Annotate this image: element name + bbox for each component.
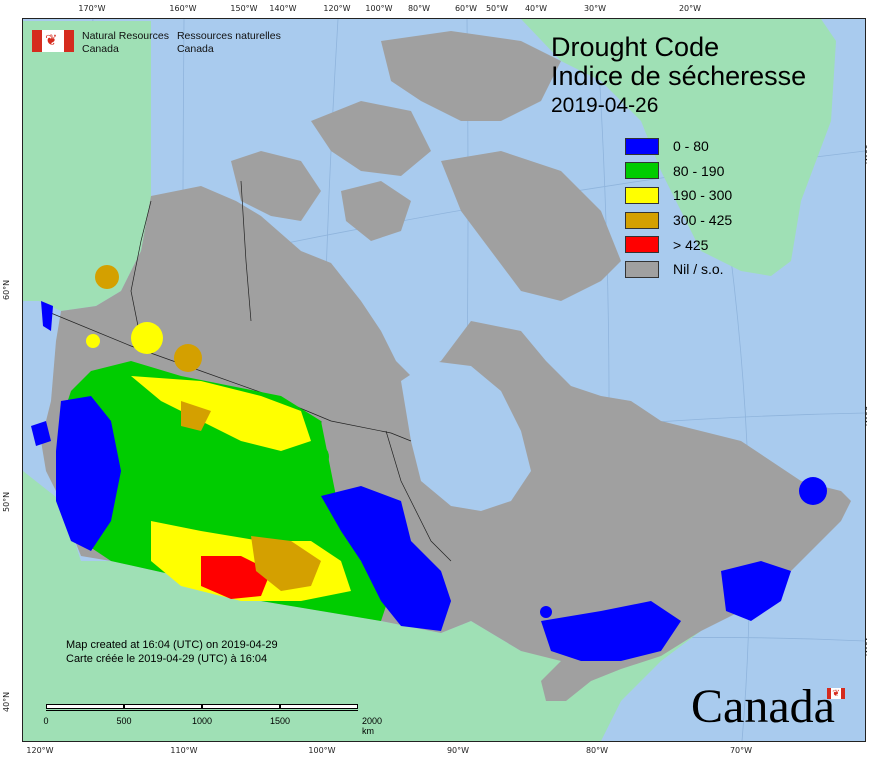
top-tick: 40°W <box>524 4 548 13</box>
bottom-tick: 80°W <box>585 746 609 755</box>
top-tick: 100°W <box>365 4 393 13</box>
top-tick: 30°W <box>583 4 607 13</box>
scale-segment <box>46 704 124 709</box>
legend-label: 190 - 300 <box>673 187 733 204</box>
legend-label: 80 - 190 <box>673 162 725 179</box>
scale-label: 500 <box>116 716 132 726</box>
legend-item: > 425 <box>625 232 732 257</box>
map-canvas <box>23 19 865 741</box>
top-tick: 50°W <box>485 4 509 13</box>
top-tick: 160°W <box>169 4 197 13</box>
canada-wordmark: Canada ❦ <box>691 680 845 733</box>
scale-segment <box>202 704 280 709</box>
legend-label: 300 - 425 <box>673 212 733 229</box>
agency-fr-line2: Canada <box>176 43 214 55</box>
scale-label: 1000 <box>191 716 213 726</box>
legend-swatch <box>625 211 659 229</box>
legend-swatch <box>625 236 659 254</box>
legend: 0 - 80 80 - 190 190 - 300 300 - 425 > 42… <box>625 134 732 282</box>
top-tick: 150°W <box>230 4 258 13</box>
baffin-island <box>441 151 621 301</box>
zone-190-300 <box>86 334 100 348</box>
top-tick: 60°W <box>454 4 478 13</box>
zone-0-80 <box>721 561 791 621</box>
title-fr: Indice de sécheresse <box>551 61 807 91</box>
legend-swatch <box>625 137 659 155</box>
zone-0-80 <box>56 396 121 551</box>
zone-300-425 <box>251 536 321 591</box>
bottom-tick: 90°W <box>446 746 470 755</box>
arctic-island <box>381 31 561 121</box>
alaska-land <box>23 21 151 311</box>
legend-item: 0 - 80 <box>625 134 732 159</box>
drought-code-map <box>22 18 866 742</box>
top-tick: 20°W <box>678 4 702 13</box>
agency-en-line2: Canada <box>82 43 119 55</box>
legend-item: Nil / s.o. <box>625 257 732 282</box>
top-tick: 120°W <box>323 4 351 13</box>
scale-segment <box>280 704 358 709</box>
scale-line <box>46 710 358 711</box>
top-tick: 140°W <box>269 4 297 13</box>
credit-fr: Carte créée le 2019-04-29 (UTC) à 16:04 <box>66 653 268 665</box>
zone-0-80 <box>321 486 451 631</box>
credit-en: Map created at 16:04 (UTC) on 2019-04-29 <box>66 639 278 651</box>
scale-label: 2000 km <box>361 716 383 736</box>
left-tick: 40°N <box>2 691 11 712</box>
legend-swatch <box>625 186 659 204</box>
arctic-island <box>341 181 411 241</box>
agency-fr-line1: Ressources naturelles <box>176 30 281 42</box>
zone-0-80 <box>41 301 53 331</box>
legend-label: Nil / s.o. <box>673 261 724 278</box>
legend-item: 190 - 300 <box>625 183 732 208</box>
zone-0-80 <box>799 477 827 505</box>
greenland-land <box>521 19 836 276</box>
legend-label: > 425 <box>673 236 709 253</box>
agency-en-line1: Natural Resources <box>82 30 169 42</box>
drought-zones <box>31 265 827 661</box>
legend-swatch <box>625 260 659 278</box>
bottom-tick: 110°W <box>170 746 198 755</box>
zone-80-190 <box>301 443 329 471</box>
legend-item: 80 - 190 <box>625 159 732 184</box>
zone-300-425 <box>174 344 202 372</box>
canada-flag-icon <box>32 30 74 52</box>
zone-0-80 <box>541 601 681 661</box>
zone-190-300 <box>131 376 311 451</box>
zone-190-300 <box>131 322 163 354</box>
agency-signature: Natural Resources Canada Ressources natu… <box>32 30 281 56</box>
title-block: Drought Code Indice de sécheresse 2019-0… <box>551 33 806 119</box>
left-tick: 50°N <box>2 491 11 512</box>
bottom-tick: 100°W <box>308 746 336 755</box>
top-tick: 170°W <box>78 4 106 13</box>
map-date: 2019-04-26 <box>551 94 659 117</box>
agency-name-fr: Ressources naturelles Canada <box>177 30 281 56</box>
legend-label: 0 - 80 <box>673 138 709 155</box>
zone-300-425 <box>95 265 119 289</box>
top-tick: 80°W <box>407 4 431 13</box>
left-tick: 60°N <box>2 279 11 300</box>
zone-300-425 <box>181 401 211 431</box>
scale-label: 1500 <box>269 716 291 726</box>
legend-swatch <box>625 162 659 180</box>
scale-segment <box>124 704 202 709</box>
arctic-island <box>231 151 321 221</box>
zone-over-425 <box>201 556 271 599</box>
scale-bar: 0 500 1000 1500 2000 km <box>43 704 382 736</box>
bottom-tick: 70°W <box>729 746 753 755</box>
hudson-bay <box>401 361 531 511</box>
agency-name-en: Natural Resources Canada <box>82 30 169 56</box>
zone-0-80 <box>540 606 552 618</box>
arctic-island <box>311 101 431 176</box>
wordmark-flag-icon: ❦ <box>827 688 845 699</box>
legend-item: 300 - 425 <box>625 208 732 233</box>
wordmark-text: Canada <box>691 680 835 733</box>
zone-0-80 <box>31 421 51 446</box>
usa-land <box>23 471 721 741</box>
title-en: Drought Code <box>551 32 720 62</box>
bottom-tick: 120°W <box>26 746 54 755</box>
credits: Map created at 16:04 (UTC) on 2019-04-29… <box>66 638 278 666</box>
scale-label: 0 <box>43 716 49 726</box>
